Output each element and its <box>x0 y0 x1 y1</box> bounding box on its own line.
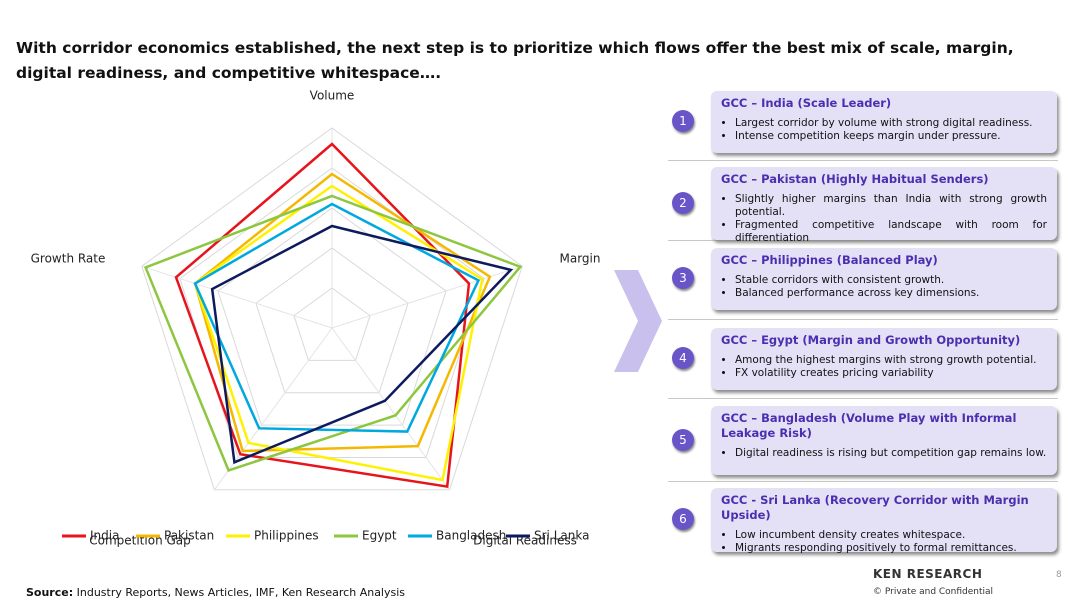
card-title: GCC - Sri Lanka (Recovery Corridor with … <box>721 493 1029 522</box>
axis-label: Volume <box>310 89 355 103</box>
step-number: 1 <box>672 110 694 132</box>
step-number: 5 <box>672 428 694 451</box>
step-number: 4 <box>672 347 694 369</box>
spoke <box>141 265 333 329</box>
chevron-shape <box>614 270 662 372</box>
legend-label: Sri Lanka <box>534 529 589 543</box>
legend-label: Pakistan <box>164 529 214 543</box>
page-number: 8 <box>1056 570 1062 580</box>
grid-ring <box>293 287 371 361</box>
axis-label: Growth Rate <box>31 252 106 266</box>
legend-label: India <box>90 529 119 543</box>
legend-label: Philippines <box>254 529 319 543</box>
grid-ring <box>141 127 523 491</box>
card: GCC – Philippines (Balanced Play) Stable … <box>711 248 1057 310</box>
card-title: GCC – Philippines (Balanced Play) <box>721 253 938 267</box>
card: GCC – Egypt (Margin and Growth Opportuni… <box>711 328 1057 390</box>
bullet-list: Among the highest margins with strong gr… <box>721 354 1047 380</box>
axis-label: Competition Gap <box>89 534 191 548</box>
bullet-list: Largest corridor by volume with strong d… <box>721 117 1047 143</box>
card: GCC – Bangladesh (Volume Play with Infor… <box>711 406 1057 475</box>
separator <box>668 319 1058 320</box>
confidential: © Private and Confidential <box>873 587 994 597</box>
bullet: Digital readiness is rising but competit… <box>735 447 1047 460</box>
chevron <box>614 270 662 372</box>
card-title: GCC – India (Scale Leader) <box>721 96 892 110</box>
source-text: Industry Reports, News Articles, IMF, Ke… <box>76 586 406 599</box>
legend-label: Bangladesh <box>436 529 506 543</box>
bullet: Intense competition keeps margin under p… <box>735 130 1047 143</box>
brand: KEN RESEARCH <box>873 567 983 581</box>
grid-ring <box>179 167 485 458</box>
source: Source: Industry Reports, News Articles,… <box>26 586 405 599</box>
series-line <box>193 202 481 433</box>
radar-chart: Volume Margin Digital Readiness Competition… <box>31 89 601 548</box>
spoke <box>331 327 450 491</box>
bullet-list: Low incumbent density creates whitespace… <box>721 529 1047 555</box>
step-number: 2 <box>672 191 694 214</box>
card-title: GCC – Bangladesh (Volume Play with Infor… <box>721 411 1017 440</box>
bullet-list: Digital readiness is rising but competit… <box>721 447 1047 460</box>
separator <box>668 160 1058 161</box>
legend-label: Egypt <box>362 529 397 543</box>
bullet: Stable corridors with consistent growth. <box>735 274 1047 287</box>
separator <box>668 481 1058 482</box>
bullet-list: Stable corridors with consistent growth.… <box>721 274 1047 300</box>
bullet: Among the highest margins with strong gr… <box>735 354 1047 367</box>
grid-ring <box>255 247 409 394</box>
bullet-list: Slightly higher margins than India with … <box>721 193 1047 245</box>
card: GCC – India (Scale Leader) Largest corrid… <box>711 91 1057 153</box>
card-title: GCC – Pakistan (Highly Habitual Senders) <box>721 172 989 186</box>
separator <box>668 398 1058 399</box>
separator <box>668 240 1058 241</box>
axis-label: Margin <box>560 252 601 266</box>
bullet: Slightly higher margins than India with … <box>735 193 1047 219</box>
bullet: Migrants responding positively to formal… <box>735 542 1047 555</box>
step-number: 3 <box>672 267 694 289</box>
bullet: Low incumbent density creates whitespace… <box>735 529 1047 542</box>
bullet: Fragmented competitive landscape with ro… <box>735 219 1047 245</box>
card-title: GCC – Egypt (Margin and Growth Opportuni… <box>721 333 1021 347</box>
step-number: 6 <box>672 508 694 530</box>
axis-label: Digital Readiness <box>473 534 577 548</box>
slide-title: With corridor economics established, the… <box>16 39 1014 82</box>
card: GCC - Sri Lanka (Recovery Corridor with … <box>711 488 1057 555</box>
bullet: Balanced performance across key dimensio… <box>735 287 1047 300</box>
series-line <box>174 142 471 489</box>
series-line <box>210 224 514 465</box>
source-label: Source: <box>26 586 74 599</box>
bullet: FX volatility creates pricing variabilit… <box>735 367 1047 380</box>
card: GCC – Pakistan (Highly Habitual Senders)… <box>711 167 1057 244</box>
bullet: Largest corridor by volume with strong d… <box>735 117 1047 130</box>
series-line <box>193 184 484 482</box>
series-line <box>143 194 523 472</box>
